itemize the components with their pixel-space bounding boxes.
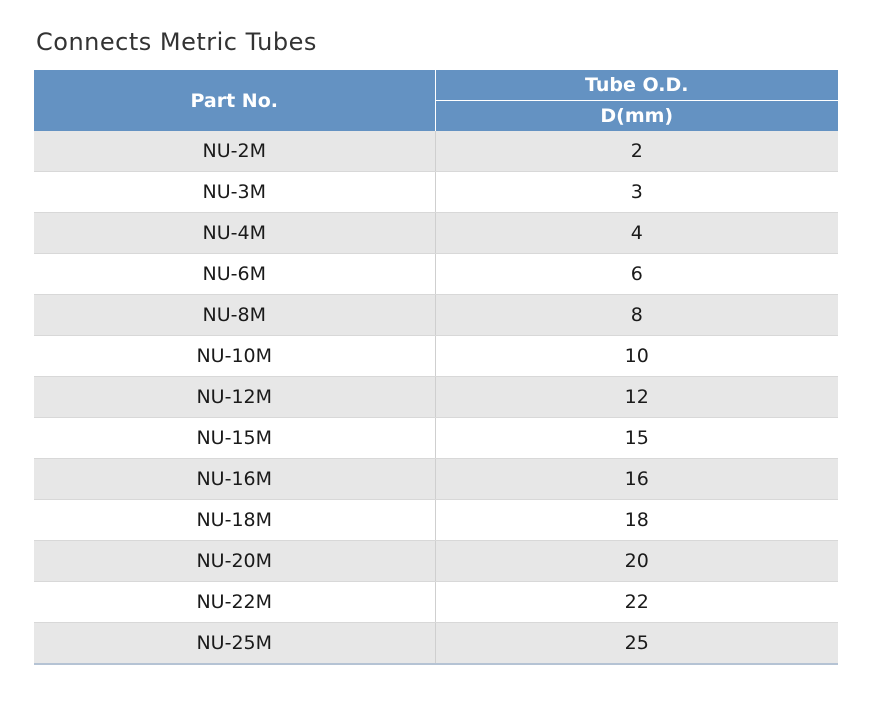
part-number-cell: NU-12M xyxy=(34,376,436,418)
part-number-cell: NU-16M xyxy=(34,458,436,500)
table-header: Part No. Tube O.D. D(mm) xyxy=(34,70,838,131)
table-row: NU-20M 20 xyxy=(34,540,838,582)
table-row: NU-22M 22 xyxy=(34,581,838,623)
tube-od-cell: 4 xyxy=(435,212,838,254)
table-row: NU-10M 10 xyxy=(34,335,838,377)
tube-od-header: Tube O.D. xyxy=(435,70,838,101)
table-row: NU-3M 3 xyxy=(34,171,838,213)
tube-od-unit-header: D(mm) xyxy=(435,100,838,131)
part-number-cell: NU-25M xyxy=(34,622,436,665)
tube-od-cell: 15 xyxy=(435,417,838,459)
tube-od-cell: 22 xyxy=(435,581,838,623)
tube-od-cell: 16 xyxy=(435,458,838,500)
tube-od-cell: 25 xyxy=(435,622,838,665)
part-number-cell: NU-15M xyxy=(34,417,436,459)
part-number-cell: NU-18M xyxy=(34,499,436,541)
table-row: NU-18M 18 xyxy=(34,499,838,541)
tube-od-cell: 18 xyxy=(435,499,838,541)
table-row: NU-8M 8 xyxy=(34,294,838,336)
part-number-cell: NU-20M xyxy=(34,540,436,582)
table-row: NU-25M 25 xyxy=(34,622,838,665)
part-number-cell: NU-6M xyxy=(34,253,436,295)
tube-spec-table: Part No. Tube O.D. D(mm) NU-2M 2 NU-3M 3 NU-… xyxy=(34,70,838,665)
tube-od-cell: 6 xyxy=(435,253,838,295)
table-row: NU-12M 12 xyxy=(34,376,838,418)
part-number-cell: NU-10M xyxy=(34,335,436,377)
part-number-cell: NU-8M xyxy=(34,294,436,336)
part-no-header: Part No. xyxy=(34,70,436,131)
tube-od-cell: 2 xyxy=(435,131,838,172)
table-row: NU-15M 15 xyxy=(34,417,838,459)
tube-od-cell: 8 xyxy=(435,294,838,336)
table-row: NU-4M 4 xyxy=(34,212,838,254)
table-row: NU-2M 2 xyxy=(34,131,838,172)
tube-od-cell: 20 xyxy=(435,540,838,582)
part-number-cell: NU-2M xyxy=(34,131,436,172)
tube-od-cell: 12 xyxy=(435,376,838,418)
table-body: NU-2M 2 NU-3M 3 NU-4M 4 NU-6M 6 NU-8M 8 NU-10M 10 NU… xyxy=(34,131,838,665)
tube-od-cell: 3 xyxy=(435,171,838,213)
part-number-cell: NU-4M xyxy=(34,212,436,254)
page-title: Connects Metric Tubes xyxy=(36,28,317,56)
table-row: NU-16M 16 xyxy=(34,458,838,500)
table-row: NU-6M 6 xyxy=(34,253,838,295)
tube-od-cell: 10 xyxy=(435,335,838,377)
part-number-cell: NU-3M xyxy=(34,171,436,213)
part-number-cell: NU-22M xyxy=(34,581,436,623)
